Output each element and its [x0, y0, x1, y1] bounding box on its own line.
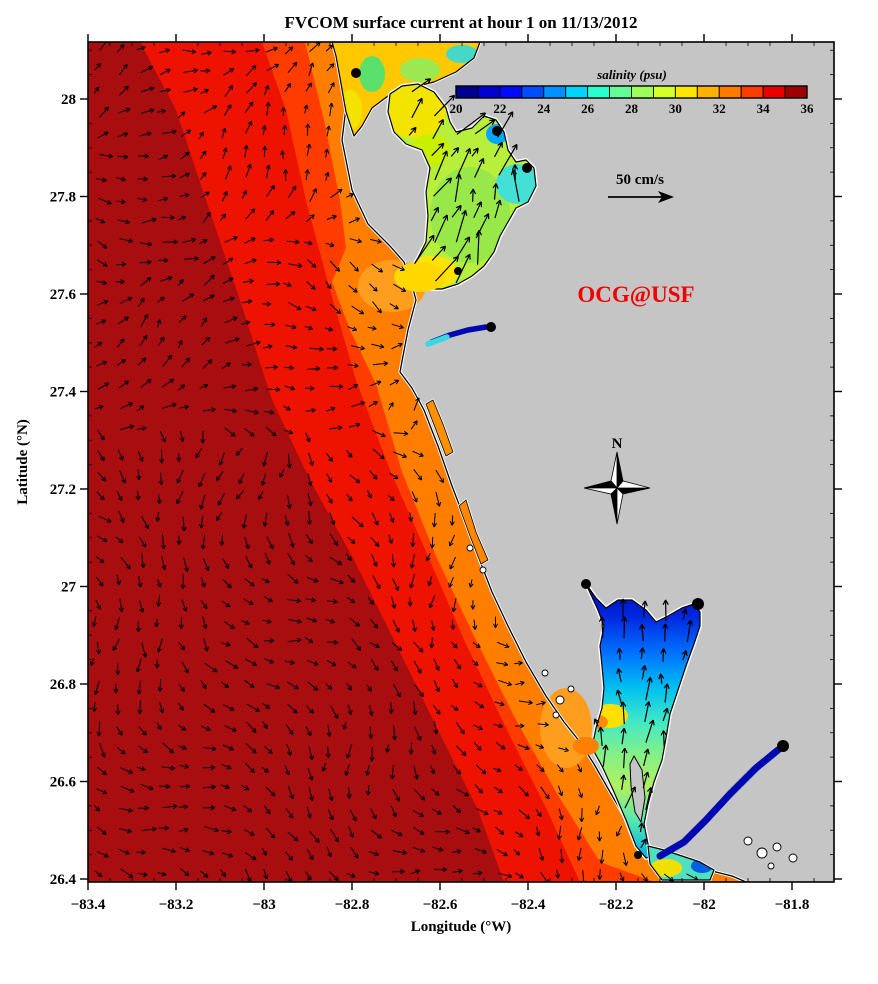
y-tick-label: 26.6: [50, 775, 77, 791]
colorbar-tick-label: 20: [450, 101, 463, 116]
compass-north-label: N: [612, 436, 623, 452]
velocity-scale-arrow: [608, 191, 674, 203]
current-vectors: [90, 42, 699, 882]
velocity-scale: 50 cm/s: [608, 172, 674, 203]
colorbar-tick-label: 30: [669, 101, 682, 116]
x-tick-label: −82.2: [599, 897, 634, 913]
x-axis-title: Longitude (°W): [411, 919, 512, 935]
y-tick-label: 27.8: [50, 190, 76, 206]
y-tick-label: 26.8: [50, 677, 76, 693]
x-tick-label: −82.6: [423, 897, 458, 913]
x-tick-label: −82: [692, 897, 716, 913]
x-tick-label: −83.4: [71, 897, 106, 913]
x-tick-label: −82.4: [511, 897, 546, 913]
x-tick-label: −82.8: [335, 897, 370, 913]
colorbar-tick-label: 22: [493, 101, 506, 116]
compass-point-s-light: [616, 487, 624, 525]
salinity-field: [88, 42, 746, 882]
x-tick-label: −81.8: [775, 897, 810, 913]
compass-point-e-light: [616, 480, 651, 489]
colorbar-tick-label: 24: [537, 101, 551, 116]
compass-point-w-light: [583, 487, 618, 495]
colorbar-tick-label: 36: [801, 101, 815, 116]
ocg-usf-watermark: OCG@USF: [577, 282, 694, 308]
axes: −83.4 −83.2 −83 −82.8 −82.6 −82.4 −82.2 −82 −81.…: [50, 34, 842, 913]
x-tick-label: −83.2: [159, 897, 194, 913]
velocity-scale-label: 50 cm/s: [616, 172, 664, 188]
y-tick-label: 27.6: [50, 287, 77, 303]
colorbar: 20 22 24 26 28 30 32 34 36: [450, 85, 815, 116]
colorbar-tick-label: 28: [625, 101, 639, 116]
y-axis-title: Latitude (°N): [15, 419, 31, 505]
compass-rose: N: [583, 436, 651, 525]
y-tick-label: 26.4: [50, 872, 77, 888]
x-tick-label: −83: [252, 897, 276, 913]
figure-title: FVCOM surface current at hour 1 on 11/13…: [284, 13, 637, 32]
colorbar-tick-label: 26: [581, 101, 595, 116]
y-tick-label: 28: [61, 92, 76, 108]
y-tick-label: 27.2: [50, 482, 76, 498]
y-tick-label: 27: [61, 580, 77, 596]
colorbar-tick-label: 34: [757, 101, 771, 116]
colorbar-tick-label: 32: [713, 101, 726, 116]
colorbar-title: salinity (psu): [596, 67, 667, 82]
y-tick-label: 27.4: [50, 385, 77, 401]
map-details: [351, 68, 798, 870]
